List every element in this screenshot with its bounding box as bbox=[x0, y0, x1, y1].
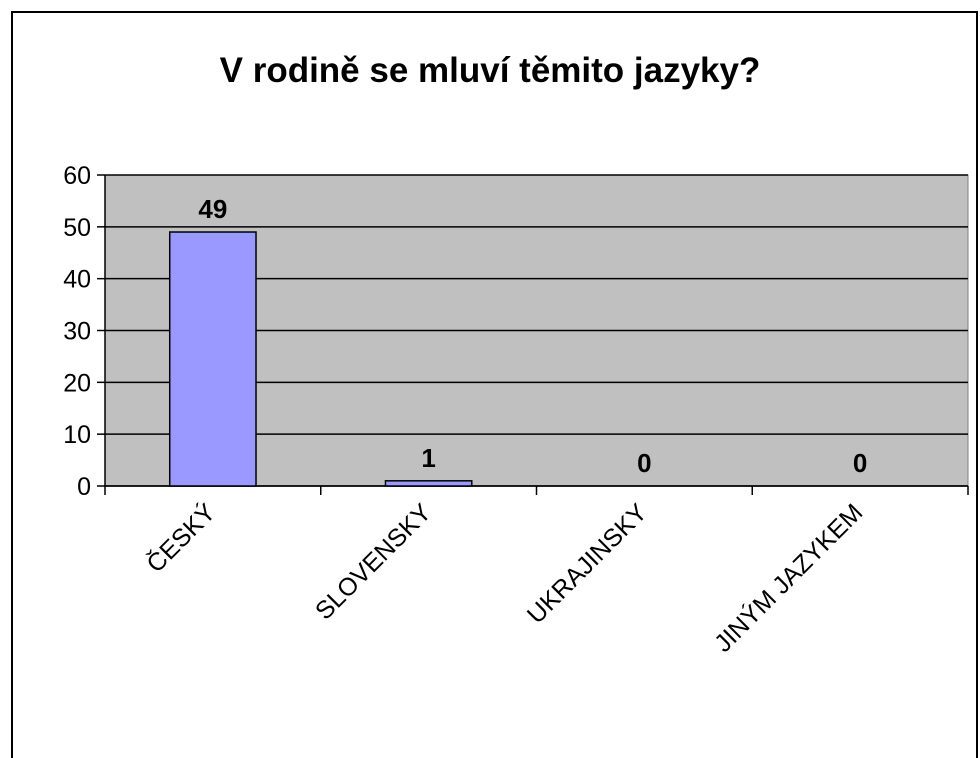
y-tick-label: 50 bbox=[63, 214, 91, 242]
bar bbox=[384, 480, 473, 487]
y-tick-label: 20 bbox=[63, 369, 91, 397]
y-tick-label: 0 bbox=[77, 473, 91, 501]
chart-title: V rodině se mluví těmito jazyky? bbox=[220, 51, 761, 90]
bar bbox=[168, 231, 257, 487]
y-tick-label: 10 bbox=[63, 421, 91, 449]
data-label: 0 bbox=[853, 448, 867, 478]
y-tick-label: 30 bbox=[63, 318, 91, 346]
data-label: 49 bbox=[198, 194, 227, 224]
data-label: 1 bbox=[421, 443, 435, 473]
data-label: 0 bbox=[637, 448, 651, 478]
y-tick-label: 60 bbox=[63, 162, 91, 190]
y-tick-label: 40 bbox=[63, 266, 91, 294]
